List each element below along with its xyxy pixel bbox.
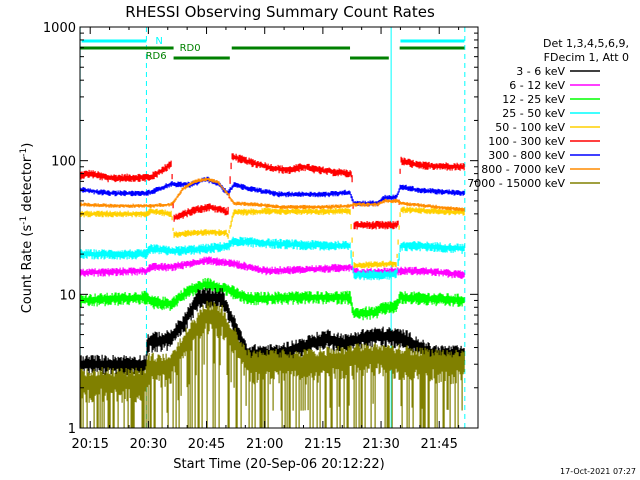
x-tick-label-5: 21:15 (304, 437, 341, 452)
x-tick-label-2: 20:30 (130, 437, 167, 452)
y-tick-label-3: 100 (51, 155, 76, 170)
chart-title: RHESSI Observing Summary Count Rates (125, 3, 435, 21)
tick-layer: 20:15 20:30 20:45 21:00 21:15 21:30 21:45 1 10 10… (43, 21, 478, 452)
series-layer (80, 153, 465, 428)
y-axis-label-mid: detector (20, 156, 35, 216)
x-tick-label-3: 20:45 (188, 437, 225, 452)
series-line-5 (80, 206, 465, 269)
legend-header-2: FDecim 1, Att 0 (544, 51, 629, 64)
series-line-3 (80, 277, 465, 321)
legend: Det 1,3,4,5,6,9, FDecim 1, Att 0 3 - 6 k… (467, 37, 629, 190)
x-tick-label-1: 20:15 (71, 437, 108, 452)
x-tick-label-6: 21:30 (362, 437, 399, 452)
state-label-rd6: RD6 (146, 51, 167, 62)
legend-label-9: 7000 - 15000 keV (467, 177, 565, 190)
y-axis-label-main: Count Rate (s (20, 225, 35, 314)
y-tick-label-4: 1000 (43, 21, 76, 36)
state-label-n: N (155, 36, 162, 47)
series-line-2 (80, 256, 465, 279)
y-tick-label-1: 1 (68, 422, 76, 437)
legend-label-5: 50 - 100 keV (495, 121, 565, 134)
legend-label-1: 3 - 6 keV (516, 65, 565, 78)
y-axis-label-sup2: -1 (19, 148, 29, 157)
legend-header-1: Det 1,3,4,5,6,9, (543, 37, 629, 50)
legend-label-8: 800 - 7000 keV (481, 163, 565, 176)
y-axis-label-sup1: -1 (19, 216, 29, 225)
state-label-rd0: RD0 (180, 43, 201, 54)
legend-label-6: 100 - 300 keV (488, 135, 565, 148)
legend-label-7: 300 - 800 keV (488, 149, 565, 162)
x-axis-label: Start Time (20-Sep-06 20:12:22) (173, 457, 384, 472)
y-axis-label-end: ) (20, 143, 35, 148)
y-axis-label: Count Rate (s-1 detector-1) (19, 143, 35, 314)
y-tick-label-2: 10 (59, 288, 76, 303)
x-tick-label-4: 21:00 (246, 437, 283, 452)
attenuator-state-layer: N RD0 RD6 (80, 36, 465, 62)
legend-label-2: 6 - 12 keV (509, 79, 565, 92)
plot-frame (79, 26, 479, 429)
footer-timestamp: 17-Oct-2021 07:27 (560, 467, 636, 476)
x-tick-label-7: 21:45 (420, 437, 457, 452)
legend-label-4: 25 - 50 keV (502, 107, 565, 120)
legend-label-3: 12 - 25 keV (502, 93, 565, 106)
